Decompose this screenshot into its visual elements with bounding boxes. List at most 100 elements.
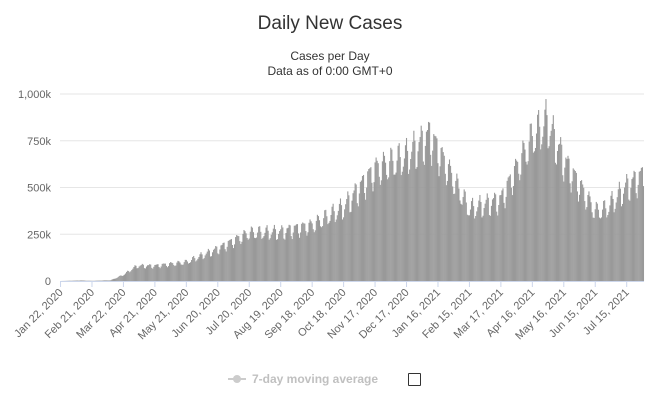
bar[interactable] <box>260 231 262 281</box>
bar[interactable] <box>424 145 426 281</box>
bar[interactable] <box>435 136 437 281</box>
bar[interactable] <box>477 207 479 281</box>
legend-item-moving-average[interactable]: 7-day moving average <box>228 371 378 387</box>
bar[interactable] <box>538 110 540 281</box>
bar[interactable] <box>188 263 191 281</box>
bar[interactable] <box>462 197 464 281</box>
bar[interactable] <box>535 133 538 281</box>
bar[interactable] <box>273 224 275 281</box>
bar[interactable] <box>364 193 366 281</box>
bar[interactable] <box>470 201 473 281</box>
bar[interactable] <box>391 149 393 281</box>
bar[interactable] <box>433 134 435 281</box>
bar[interactable] <box>606 217 608 281</box>
bar[interactable] <box>286 228 288 281</box>
bar[interactable] <box>532 152 534 281</box>
bar[interactable] <box>599 218 602 281</box>
bar[interactable] <box>349 212 351 281</box>
bar[interactable] <box>293 225 295 281</box>
bar[interactable] <box>496 211 498 281</box>
bar[interactable] <box>249 231 251 281</box>
bar[interactable] <box>283 238 285 281</box>
bar[interactable] <box>621 203 624 281</box>
bar[interactable] <box>81 280 84 281</box>
bar[interactable] <box>481 217 483 281</box>
bar[interactable] <box>404 145 407 281</box>
bar[interactable] <box>373 182 375 281</box>
bar[interactable] <box>377 163 379 281</box>
bar[interactable] <box>518 173 520 281</box>
bar[interactable] <box>213 249 215 281</box>
bar[interactable] <box>266 225 268 281</box>
bar[interactable] <box>619 188 621 281</box>
bar[interactable] <box>491 199 494 281</box>
bar[interactable] <box>603 200 605 281</box>
bar[interactable] <box>549 135 551 281</box>
bar[interactable] <box>510 187 512 281</box>
bar[interactable] <box>203 258 205 281</box>
bar[interactable] <box>212 252 214 281</box>
bar[interactable] <box>337 210 339 281</box>
moving-average-checkbox[interactable] <box>408 373 421 386</box>
bar[interactable] <box>340 205 343 281</box>
bar[interactable] <box>425 131 427 281</box>
bar[interactable] <box>242 233 244 281</box>
bar[interactable] <box>235 237 237 281</box>
bar[interactable] <box>345 204 347 281</box>
bar[interactable] <box>594 209 596 281</box>
bar[interactable] <box>556 150 559 281</box>
bar[interactable] <box>106 280 108 281</box>
bar[interactable] <box>463 189 465 281</box>
bar[interactable] <box>162 263 164 281</box>
bar[interactable] <box>608 211 610 281</box>
bar[interactable] <box>402 166 404 281</box>
bar[interactable] <box>263 236 265 281</box>
bar[interactable] <box>300 232 302 281</box>
bar[interactable] <box>328 222 330 281</box>
bar[interactable] <box>366 187 368 281</box>
bar[interactable] <box>192 257 194 281</box>
bar[interactable] <box>390 147 392 281</box>
bar[interactable] <box>586 207 588 281</box>
bar[interactable] <box>499 195 501 281</box>
bar[interactable] <box>501 190 503 281</box>
bar[interactable] <box>604 200 606 281</box>
bar[interactable] <box>226 246 228 281</box>
bar[interactable] <box>580 181 582 281</box>
bar[interactable] <box>401 171 403 281</box>
bar[interactable] <box>407 150 409 281</box>
bar[interactable] <box>454 193 456 281</box>
bar[interactable] <box>267 230 269 281</box>
bar[interactable] <box>325 209 327 281</box>
bar[interactable] <box>519 180 521 281</box>
bar[interactable] <box>138 266 140 281</box>
bar[interactable] <box>587 195 589 281</box>
bar[interactable] <box>172 263 174 281</box>
bar[interactable] <box>121 275 123 281</box>
bar[interactable] <box>239 241 241 281</box>
bar[interactable] <box>455 180 457 281</box>
bar[interactable] <box>562 175 564 281</box>
bar[interactable] <box>589 196 591 281</box>
bar[interactable] <box>360 180 362 281</box>
bar[interactable] <box>398 143 400 281</box>
bar[interactable] <box>447 164 450 281</box>
bar[interactable] <box>379 184 381 281</box>
bar[interactable] <box>224 249 226 281</box>
bar[interactable] <box>141 263 143 281</box>
bar[interactable] <box>521 153 523 281</box>
bar[interactable] <box>199 254 201 281</box>
bar[interactable] <box>295 224 297 281</box>
bar[interactable] <box>464 191 466 281</box>
bar[interactable] <box>135 265 137 281</box>
bar[interactable] <box>170 262 172 281</box>
bar[interactable] <box>507 177 509 281</box>
bar[interactable] <box>405 137 408 281</box>
bar[interactable] <box>118 276 120 281</box>
bar[interactable] <box>230 239 232 281</box>
bar[interactable] <box>195 261 197 281</box>
bar[interactable] <box>613 212 615 281</box>
bar[interactable] <box>539 126 541 281</box>
bar[interactable] <box>187 263 189 281</box>
bar[interactable] <box>176 262 178 281</box>
